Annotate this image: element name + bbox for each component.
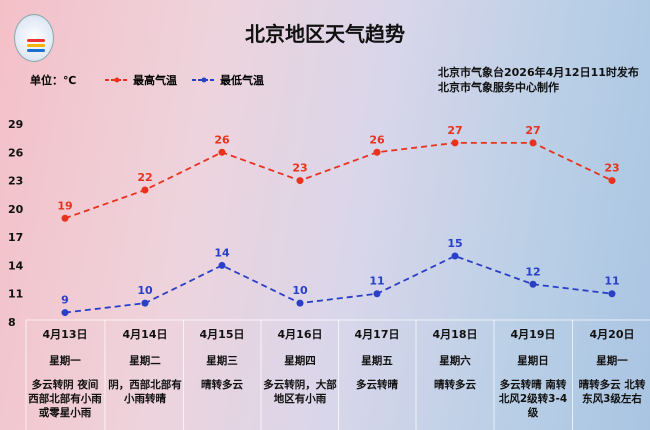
day-weekday: 星期六 <box>439 355 471 367</box>
low-temp-point <box>296 299 304 307</box>
high-temp-point <box>529 139 537 147</box>
day-date: 4月18日 <box>432 328 478 341</box>
high-temp-point <box>451 139 459 147</box>
data-label: 23 <box>292 162 307 175</box>
day-date: 4月19日 <box>510 328 556 341</box>
day-weather: 多云转阴 夜间西部北部有小雨或零星小雨 <box>28 379 102 419</box>
unit-label: 单位：℃ <box>30 74 77 87</box>
low-temp-point <box>218 261 226 269</box>
data-label: 14 <box>214 246 230 259</box>
data-label: 22 <box>137 171 152 184</box>
day-weekday: 星期日 <box>517 355 549 367</box>
day-weekday: 星期一 <box>596 355 628 367</box>
legend-high: 最高气温 <box>105 72 177 88</box>
high-temp-point <box>373 148 381 156</box>
day-weekday: 星期四 <box>284 355 316 367</box>
day-weather: 多云转晴 <box>356 379 398 391</box>
day-column: 4月13日星期一多云转阴 夜间西部北部有小雨或零星小雨 <box>26 320 104 420</box>
legend-low-label: 最低气温 <box>220 74 264 87</box>
data-label: 23 <box>604 162 619 175</box>
data-label: 27 <box>525 124 540 137</box>
day-weather: 多云转晴 南转北风2级转3-4级 <box>498 379 568 419</box>
legend-low: 最低气温 <box>192 72 264 88</box>
day-weather: 阴，西部北部有小雨转晴 <box>108 379 182 405</box>
low-temp-point <box>451 252 459 260</box>
day-weather: 晴转多云 <box>434 379 476 391</box>
meteorological-logo <box>14 14 54 62</box>
day-weekday: 星期一 <box>49 355 81 367</box>
day-weather: 晴转多云 <box>201 379 243 391</box>
day-date: 4月15日 <box>199 328 245 341</box>
high-temp-point <box>218 148 226 156</box>
low-temp-point <box>373 290 381 298</box>
data-label: 10 <box>137 284 153 297</box>
high-temp-point <box>141 186 149 194</box>
day-column: 4月16日星期四多云转阴，大部地区有小雨 <box>261 320 339 406</box>
day-weather: 多云转阴，大部地区有小雨 <box>263 379 337 405</box>
producer-info: 北京市气象服务中心制作 <box>438 81 559 94</box>
low-temp-point <box>61 309 69 317</box>
day-column: 4月20日星期一晴转多云 北转东风3级左右 <box>573 320 650 406</box>
data-label: 27 <box>447 124 462 137</box>
low-temp-point <box>529 280 537 288</box>
y-tick-label: 14 <box>8 259 24 272</box>
day-date: 4月14日 <box>122 328 168 341</box>
y-tick-label: 23 <box>8 175 23 188</box>
day-weekday: 星期五 <box>361 355 393 367</box>
data-label: 11 <box>369 275 384 288</box>
data-label: 11 <box>604 275 619 288</box>
day-weather: 晴转多云 北转东风3级左右 <box>578 379 646 405</box>
high-temp-point <box>608 177 616 185</box>
data-label: 19 <box>57 199 72 212</box>
day-weekday: 星期二 <box>129 355 161 367</box>
day-column: 4月15日星期三晴转多云 <box>183 320 261 392</box>
y-tick-label: 29 <box>8 118 23 131</box>
y-tick-label: 8 <box>8 316 16 329</box>
data-label: 9 <box>61 294 69 307</box>
day-date: 4月17日 <box>354 328 400 341</box>
data-label: 12 <box>525 265 540 278</box>
low-temp-point <box>141 299 149 307</box>
y-tick-label: 26 <box>8 146 24 159</box>
day-date: 4月16日 <box>277 328 323 341</box>
low-temp-point <box>608 290 616 298</box>
high-temp-point <box>296 177 304 185</box>
legend-high-label: 最高气温 <box>133 74 177 87</box>
data-label: 26 <box>369 133 385 146</box>
low-temp-line <box>64 255 613 314</box>
high-temp-line <box>64 141 613 220</box>
day-column: 4月19日星期日多云转晴 南转北风2级转3-4级 <box>494 320 572 420</box>
y-tick-label: 11 <box>8 288 23 301</box>
day-column: 4月17日星期五多云转晴 <box>338 320 416 392</box>
day-date: 4月20日 <box>589 328 635 341</box>
y-tick-label: 20 <box>8 203 24 216</box>
day-column: 4月14日星期二阴，西部北部有小雨转晴 <box>106 320 184 406</box>
high-temp-point <box>61 214 69 222</box>
y-tick-label: 17 <box>8 231 23 244</box>
day-date: 4月13日 <box>42 328 88 341</box>
data-label: 15 <box>447 237 462 250</box>
page-title: 北京地区天气趋势 <box>245 22 405 46</box>
day-column: 4月18日星期六晴转多云 <box>416 320 494 392</box>
data-label: 26 <box>214 133 230 146</box>
publish-info: 北京市气象台2026年4月12日11时发布 <box>438 66 639 79</box>
day-weekday: 星期三 <box>206 355 238 367</box>
data-label: 10 <box>292 284 308 297</box>
